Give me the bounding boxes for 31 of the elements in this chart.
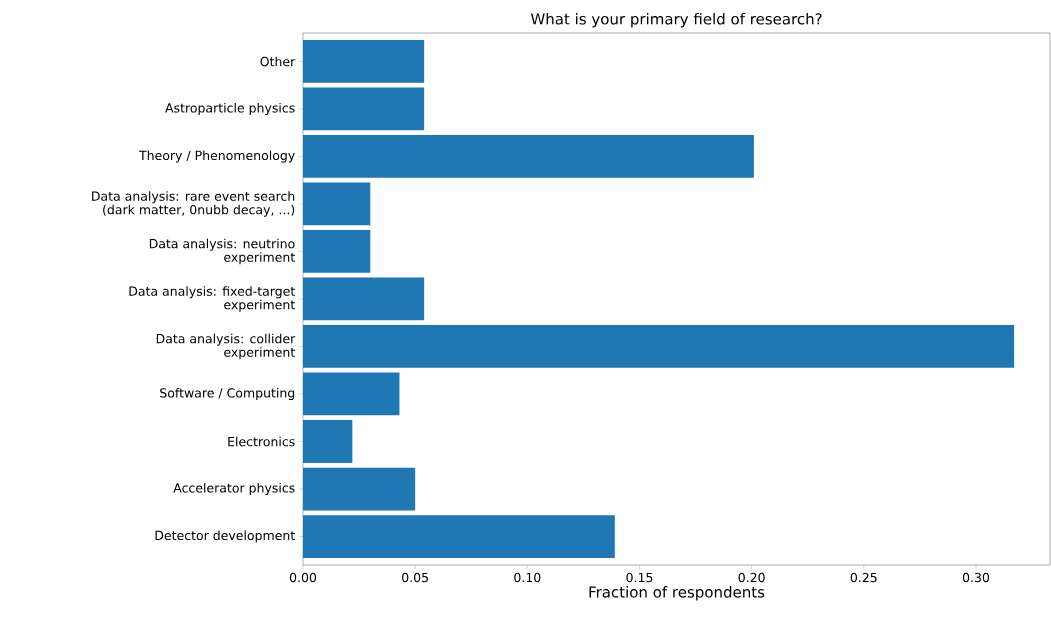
y-tick-label: Data analysis: neutrino experiment bbox=[149, 238, 295, 265]
y-tick-label: Data analysis: rare event search (dark matter, 0nubb decay, ...) bbox=[92, 191, 295, 217]
x-tick-label: 0.25 bbox=[850, 572, 877, 583]
x-axis-title: Fraction of respondents bbox=[589, 586, 765, 601]
y-tick-label: Other bbox=[260, 56, 296, 67]
y-tick-label: Theory / Phenomenology bbox=[138, 150, 295, 163]
bar bbox=[303, 372, 400, 416]
y-tick-label: Data analysis: collider experiment bbox=[156, 333, 296, 360]
bar bbox=[303, 467, 416, 511]
bar bbox=[303, 420, 353, 463]
bar bbox=[303, 135, 754, 178]
x-tick-label: 0.15 bbox=[626, 572, 653, 583]
x-tick-label: 0.20 bbox=[738, 572, 765, 583]
x-tick-label: 0.05 bbox=[402, 572, 428, 583]
bar bbox=[303, 87, 425, 131]
y-tick-label: Astroparticle physics bbox=[165, 102, 295, 116]
x-tick-label: 0.30 bbox=[962, 572, 990, 583]
y-tick-label: Accelerator physics bbox=[173, 482, 295, 496]
bar bbox=[303, 325, 1015, 368]
bar bbox=[303, 40, 425, 83]
chart-title: What is your primary field of research? bbox=[530, 12, 822, 28]
bar bbox=[303, 515, 615, 558]
bar bbox=[303, 230, 371, 273]
x-tick-label: 0.10 bbox=[514, 572, 541, 583]
x-tick-label: 0.00 bbox=[289, 572, 317, 583]
y-tick-label: Electronics bbox=[228, 436, 295, 447]
y-tick-label: Data analysis: fixed-target experiment bbox=[129, 286, 295, 312]
y-tick-label: Detector development bbox=[155, 530, 295, 543]
bar bbox=[303, 277, 425, 321]
bar bbox=[303, 182, 371, 226]
y-tick-label: Software / Computing bbox=[160, 387, 295, 401]
